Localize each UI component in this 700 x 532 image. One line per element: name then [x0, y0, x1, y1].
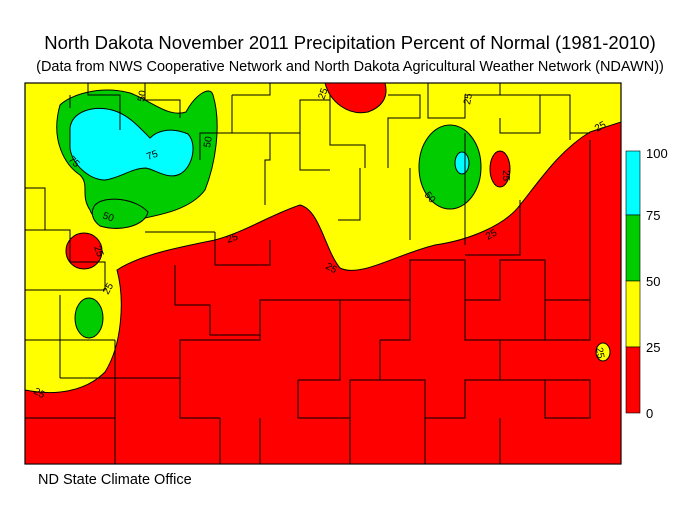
contour-label: 50	[101, 210, 116, 224]
red-zone-north	[324, 82, 387, 114]
contour-label: 25	[500, 170, 511, 182]
contour-label: 50	[202, 135, 215, 148]
contour-label: 25	[225, 232, 240, 246]
cyan-zone-northwest	[69, 107, 194, 181]
credit-text: ND State Climate Office	[38, 472, 192, 488]
legend-tick-50: 50	[646, 274, 660, 289]
cyan-zone-northeast	[454, 151, 470, 175]
legend-tick-25: 25	[646, 340, 660, 355]
map-subtitle: (Data from NWS Cooperative Network and N…	[36, 59, 664, 75]
contour-label: 25	[462, 92, 475, 105]
contour-label: 25	[32, 386, 48, 401]
yellow-pocket-east	[595, 342, 611, 362]
contour-label: 75	[145, 149, 160, 163]
legend-colorbar: 100 75 50 25 0	[625, 146, 668, 421]
red-blob-east	[489, 150, 511, 188]
legend-band-75-100	[625, 150, 641, 216]
legend-tick-0: 0	[646, 406, 653, 421]
contour-label: 25	[324, 261, 340, 276]
legend-band-25-50	[625, 280, 641, 348]
contour-labels: 50 25 25 25 75 75 50 50 25 50 25 25 25 2…	[32, 86, 609, 401]
legend-band-50-75	[625, 214, 641, 282]
contour-label: 25	[91, 244, 105, 259]
green-zone-southwest-lobe	[91, 198, 149, 229]
contour-label: 25	[593, 119, 609, 134]
contour-label: 25	[101, 281, 116, 297]
legend-tick-75: 75	[646, 208, 660, 223]
contour-label: 25	[593, 347, 606, 360]
contour-label: 50	[136, 89, 149, 102]
legend-tick-100: 100	[646, 146, 668, 161]
county-boundaries	[25, 83, 591, 464]
green-blob-southwest	[74, 297, 104, 339]
map-title: North Dakota November 2011 Precipitation…	[44, 32, 656, 53]
legend-band-0-25	[625, 346, 641, 414]
red-blob-west	[65, 232, 103, 270]
contour-label: 25	[316, 86, 330, 101]
contour-label: 25	[484, 227, 500, 242]
